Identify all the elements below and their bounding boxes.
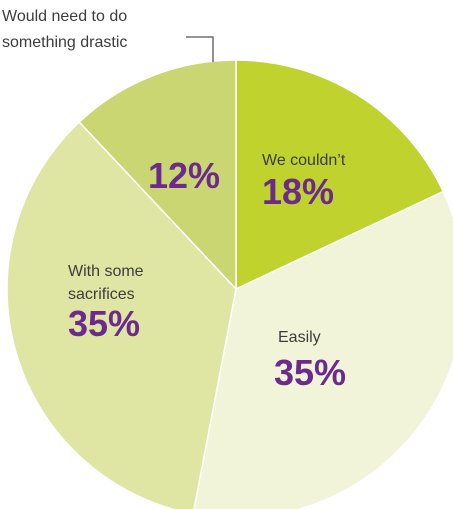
slice-percent-easily: 35% xyxy=(274,352,346,393)
pie-slices xyxy=(6,59,453,509)
pie-slice-0 xyxy=(235,59,445,291)
slice-percent-drastic: 12% xyxy=(148,155,220,196)
slice-label-easily: Easily xyxy=(278,329,321,346)
slice-percent-we-couldnt: 18% xyxy=(262,171,334,212)
pie-slice-3 xyxy=(78,59,237,291)
slice-label-we-couldnt: We couldn’t xyxy=(262,152,346,169)
slice-label-with-some-sacrifices-line2: sacrifices xyxy=(68,286,135,303)
pie-slice-2 xyxy=(6,121,237,509)
slice-percent-with-some-sacrifices: 35% xyxy=(68,303,140,344)
callout-leader-line xyxy=(186,36,214,62)
pie-slice-1 xyxy=(193,190,453,509)
callout-label-drastic-line1: Would need to do xyxy=(2,8,127,25)
callout-label-drastic-line2: something drastic xyxy=(2,34,127,51)
slice-label-with-some-sacrifices-line1: With some xyxy=(68,263,144,280)
